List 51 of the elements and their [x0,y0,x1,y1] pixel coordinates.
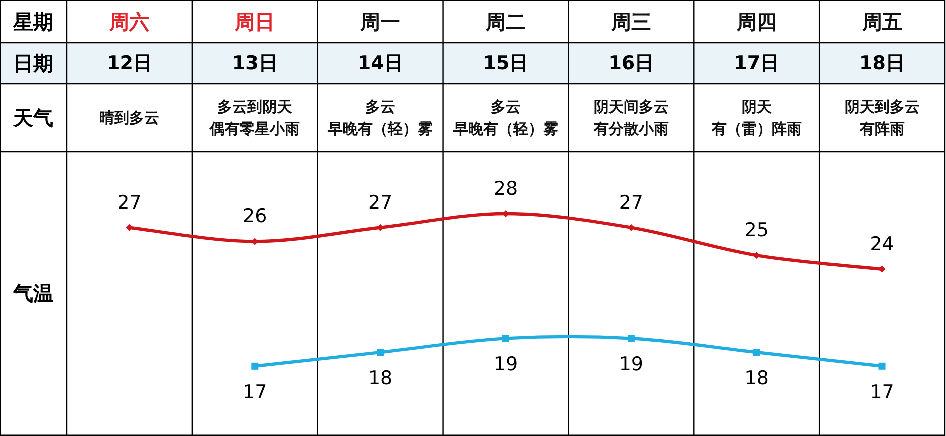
data-label: 27 [619,192,644,214]
text: 早晚有（轻）雾 [454,120,558,138]
text: 阴天到多云 [844,98,920,116]
point [878,362,886,370]
text: 周四 [736,10,777,34]
text: 晴到多云 [100,109,160,127]
category-label: 天气 [14,106,54,130]
text: 偶有零星小雨 [210,120,300,138]
text: 周六 [110,10,150,34]
text: 多云 [491,98,521,116]
data-label: 26 [243,206,268,228]
data-label: 27 [118,192,142,214]
data-label: 18 [744,368,769,390]
point [753,349,760,356]
point [502,335,510,342]
text: 多云 [366,98,396,116]
data-label: 24 [870,233,894,256]
x-tick-label: 16日 [608,52,654,74]
text: 阴天间多云 [594,98,669,116]
text: 多云到阴天 [218,98,293,116]
data-label: 17 [870,381,894,404]
category-label: 星期 [14,10,54,34]
x-tick-label: 12日 [106,52,152,74]
text: 有分散小雨 [594,120,669,138]
x-tick-label: 14日 [358,52,404,74]
point [628,335,635,342]
x-axis-title: 日期 [14,52,54,76]
data-label: 25 [744,220,769,242]
text: 早晚有（轻）雾 [328,120,434,138]
text: 阴天 [742,98,772,116]
data-label: 17 [243,381,268,404]
point [377,349,384,356]
point [252,362,259,370]
text: 周三 [611,10,652,34]
point [753,252,760,260]
text: 有（雷）阵雨 [712,120,802,138]
data-label: 19 [619,354,644,376]
data-label: 19 [494,354,518,376]
data-label: 27 [368,192,393,214]
text: 周一 [360,10,401,34]
data-label: 18 [368,368,393,390]
text: 周日 [235,10,276,34]
x-tick-label: 13日 [232,52,278,74]
text: 有阵雨 [860,120,905,138]
text: 周五 [862,10,902,34]
x-tick-label: 17日 [734,52,780,74]
y-axis-title: 气温 [12,282,54,306]
text: 周二 [486,10,526,34]
x-tick-label: 15日 [483,52,529,74]
x-tick-label: 18日 [860,52,906,74]
data-label: 28 [494,178,518,200]
